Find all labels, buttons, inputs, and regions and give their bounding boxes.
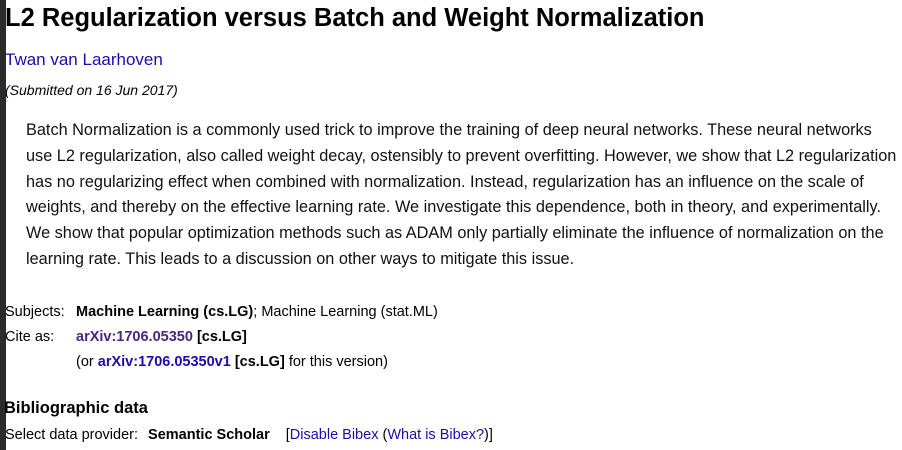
version-category: [cs.LG] bbox=[234, 354, 285, 370]
what-is-bibex-link[interactable]: What is Bibex? bbox=[387, 427, 485, 443]
disable-bibex-link[interactable]: Disable Bibex bbox=[289, 427, 379, 443]
author-link[interactable]: Twan van Laarhoven bbox=[5, 50, 163, 69]
subjects-row: Subjects: Machine Learning (cs.LG); Machi… bbox=[5, 302, 438, 322]
provider-name: Semantic Scholar bbox=[148, 427, 270, 443]
close-bracket: )] bbox=[484, 427, 493, 443]
cite-label: Cite as: bbox=[5, 329, 55, 345]
subject-separator: ; bbox=[253, 304, 258, 320]
primary-subject: Machine Learning (cs.LG) bbox=[76, 304, 254, 320]
provider-label: Select data provider: bbox=[5, 427, 138, 443]
version-prefix: (or bbox=[76, 354, 94, 370]
open-bracket: [ bbox=[285, 427, 290, 443]
version-id-link[interactable]: arXiv:1706.05350v1 bbox=[97, 354, 231, 370]
bibliographic-heading: Bibliographic data bbox=[4, 399, 148, 417]
arxiv-id-link[interactable]: arXiv:1706.05350 bbox=[76, 329, 193, 345]
subjects-label: Subjects: bbox=[5, 304, 65, 320]
data-provider-row: Select data provider: Semantic Scholar [… bbox=[5, 425, 493, 445]
submission-date: (Submitted on 16 Jun 2017) bbox=[5, 82, 178, 98]
cite-category: [cs.LG] bbox=[196, 329, 247, 345]
paper-title: L2 Regularization versus Batch and Weigh… bbox=[5, 4, 705, 32]
version-row: (or arXiv:1706.05350v1 [cs.LG] for this … bbox=[5, 352, 388, 372]
cite-row: Cite as: arXiv:1706.05350 [cs.LG] bbox=[5, 327, 247, 347]
secondary-subject: Machine Learning (stat.ML) bbox=[261, 304, 438, 320]
window-left-edge bbox=[0, 0, 6, 450]
abstract-text: Batch Normalization is a commonly used t… bbox=[26, 121, 897, 268]
version-suffix: for this version) bbox=[288, 354, 388, 370]
what-open-paren: ( bbox=[382, 427, 388, 443]
